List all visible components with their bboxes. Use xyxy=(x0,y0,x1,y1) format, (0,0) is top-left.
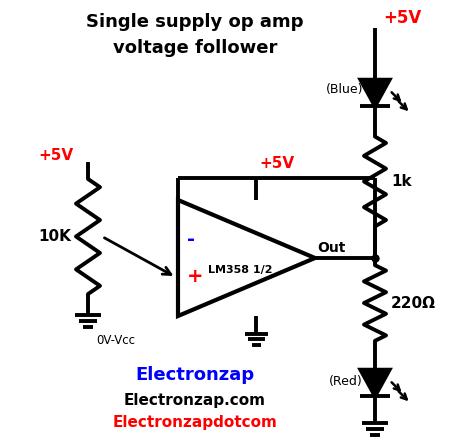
Text: 1k: 1k xyxy=(390,174,411,189)
Text: (Red): (Red) xyxy=(329,376,362,388)
Text: Electronzap.com: Electronzap.com xyxy=(124,392,265,408)
Polygon shape xyxy=(359,370,389,396)
Polygon shape xyxy=(359,80,389,106)
Text: LM358 1/2: LM358 1/2 xyxy=(207,265,272,275)
Text: Electronzapdotcom: Electronzapdotcom xyxy=(112,414,277,429)
Text: Electronzap: Electronzap xyxy=(135,366,254,384)
Text: 220Ω: 220Ω xyxy=(390,296,435,310)
Text: (Blue): (Blue) xyxy=(325,83,362,96)
Text: 10K: 10K xyxy=(38,229,71,244)
Text: Single supply op amp: Single supply op amp xyxy=(86,13,303,31)
Text: +: + xyxy=(187,267,203,286)
Text: 0V-Vcc: 0V-Vcc xyxy=(96,334,135,347)
Text: voltage follower: voltage follower xyxy=(112,39,277,57)
Text: +5V: +5V xyxy=(259,157,294,172)
Text: -: - xyxy=(187,230,195,249)
Text: +5V: +5V xyxy=(382,9,420,27)
Text: Out: Out xyxy=(316,241,344,255)
Text: +5V: +5V xyxy=(38,148,73,162)
